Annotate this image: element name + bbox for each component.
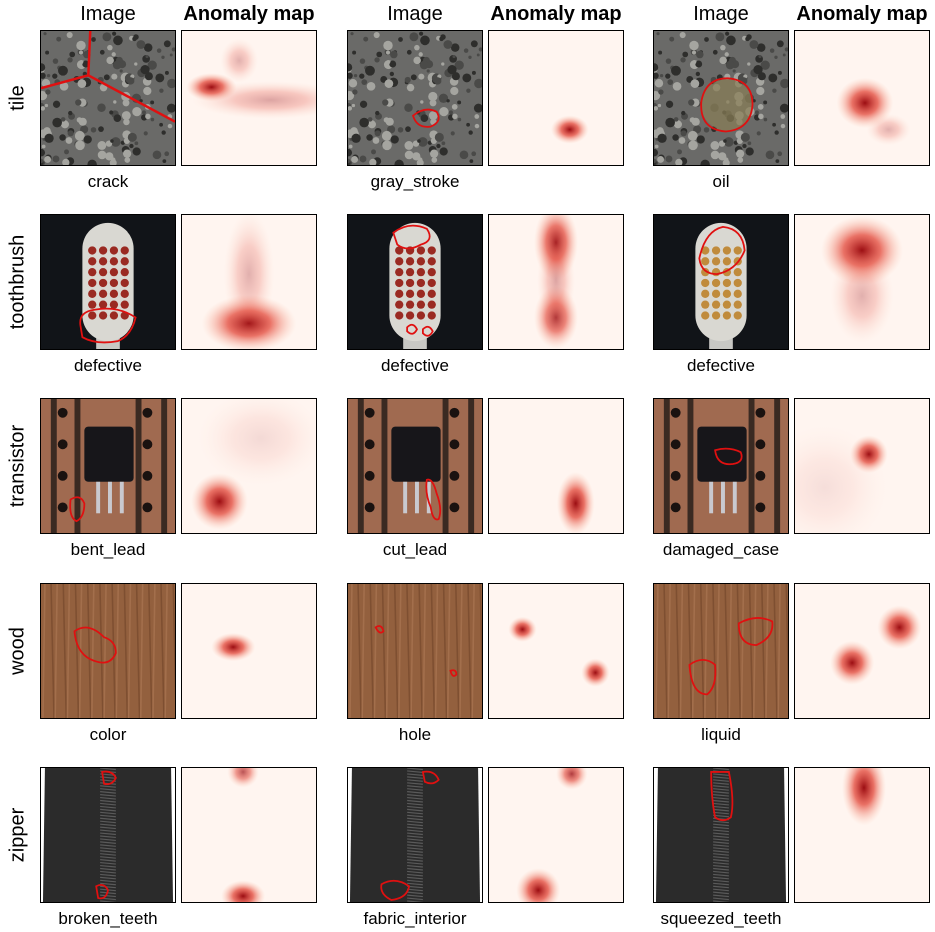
row-label-text: wood [6, 627, 29, 675]
anomaly-map-wood-color [181, 583, 317, 719]
sample-image-transistor-damaged_case [653, 398, 789, 534]
defect-caption: defective [686, 356, 756, 375]
image-graphic [348, 584, 482, 718]
heatmap-graphic [795, 31, 929, 165]
sample-image-wood-color [40, 583, 176, 719]
image-graphic [654, 215, 788, 349]
anomaly-map-transistor-damaged_case [794, 398, 930, 534]
defect-caption: defective [73, 356, 143, 375]
image-graphic [654, 399, 788, 533]
heatmap-graphic [182, 399, 316, 533]
anomaly-map-transistor-bent_lead [181, 398, 317, 534]
row-label-text: tile [6, 85, 29, 111]
heatmap-graphic [489, 31, 623, 165]
heatmap-graphic [182, 584, 316, 718]
column-header-anomaly-map: Anomaly map [490, 3, 622, 25]
defect-caption: fabric_interior [363, 909, 467, 928]
sample-image-zipper-squeezed_teeth [653, 767, 789, 903]
image-graphic [348, 399, 482, 533]
defect-caption: defective [380, 356, 450, 375]
column-header-image: Image [80, 3, 136, 25]
row-label-text: toothbrush [6, 234, 29, 330]
heatmap-graphic [489, 768, 623, 902]
defect-caption: hole [398, 725, 432, 744]
anomaly-map-zipper-broken_teeth [181, 767, 317, 903]
column-header-image: Image [693, 3, 749, 25]
heatmap-graphic [489, 584, 623, 718]
row-label-text: transistor [6, 424, 29, 508]
column-header-anomaly-map: Anomaly map [183, 3, 315, 25]
heatmap-graphic [182, 31, 316, 165]
image-graphic [348, 31, 482, 165]
anomaly-map-toothbrush-defective [181, 214, 317, 350]
anomaly-map-transistor-cut_lead [488, 398, 624, 534]
defect-caption: cut_lead [382, 540, 448, 559]
sample-image-toothbrush-defective [653, 214, 789, 350]
anomaly-map-toothbrush-defective [794, 214, 930, 350]
anomaly-map-tile-oil [794, 30, 930, 166]
defect-caption: broken_teeth [58, 909, 158, 928]
defect-caption: damaged_case [662, 540, 780, 559]
sample-image-toothbrush-defective [40, 214, 176, 350]
column-header-image: Image [387, 3, 443, 25]
heatmap-graphic [795, 399, 929, 533]
anomaly-map-toothbrush-defective [488, 214, 624, 350]
anomaly-map-zipper-squeezed_teeth [794, 767, 930, 903]
defect-caption: liquid [701, 725, 741, 744]
image-graphic [41, 584, 175, 718]
image-graphic [41, 31, 175, 165]
defect-caption: squeezed_teeth [660, 909, 782, 928]
image-graphic [41, 215, 175, 349]
anomaly-map-wood-hole [488, 583, 624, 719]
heatmap-graphic [182, 768, 316, 902]
image-graphic [654, 768, 788, 902]
anomaly-map-tile-crack [181, 30, 317, 166]
sample-image-tile-oil [653, 30, 789, 166]
anomaly-map-tile-gray_stroke [488, 30, 624, 166]
heatmap-graphic [795, 768, 929, 902]
image-graphic [654, 31, 788, 165]
sample-image-zipper-broken_teeth [40, 767, 176, 903]
defect-caption: bent_lead [70, 540, 146, 559]
image-graphic [348, 768, 482, 902]
anomaly-map-wood-liquid [794, 583, 930, 719]
anomaly-map-zipper-fabric_interior [488, 767, 624, 903]
sample-image-wood-liquid [653, 583, 789, 719]
sample-image-tile-crack [40, 30, 176, 166]
heatmap-graphic [795, 215, 929, 349]
image-graphic [654, 584, 788, 718]
defect-caption: gray_stroke [370, 172, 460, 191]
defect-caption: crack [87, 172, 129, 191]
heatmap-graphic [182, 215, 316, 349]
heatmap-graphic [489, 399, 623, 533]
image-graphic [41, 768, 175, 902]
sample-image-zipper-fabric_interior [347, 767, 483, 903]
image-graphic [348, 215, 482, 349]
heatmap-graphic [489, 215, 623, 349]
sample-image-toothbrush-defective [347, 214, 483, 350]
defect-caption: color [89, 725, 127, 744]
defect-caption: oil [712, 172, 730, 191]
sample-image-wood-hole [347, 583, 483, 719]
sample-image-transistor-cut_lead [347, 398, 483, 534]
column-header-anomaly-map: Anomaly map [796, 3, 928, 25]
sample-image-tile-gray_stroke [347, 30, 483, 166]
image-graphic [41, 399, 175, 533]
heatmap-graphic [795, 584, 929, 718]
sample-image-transistor-bent_lead [40, 398, 176, 534]
row-label-text: zipper [6, 807, 29, 863]
